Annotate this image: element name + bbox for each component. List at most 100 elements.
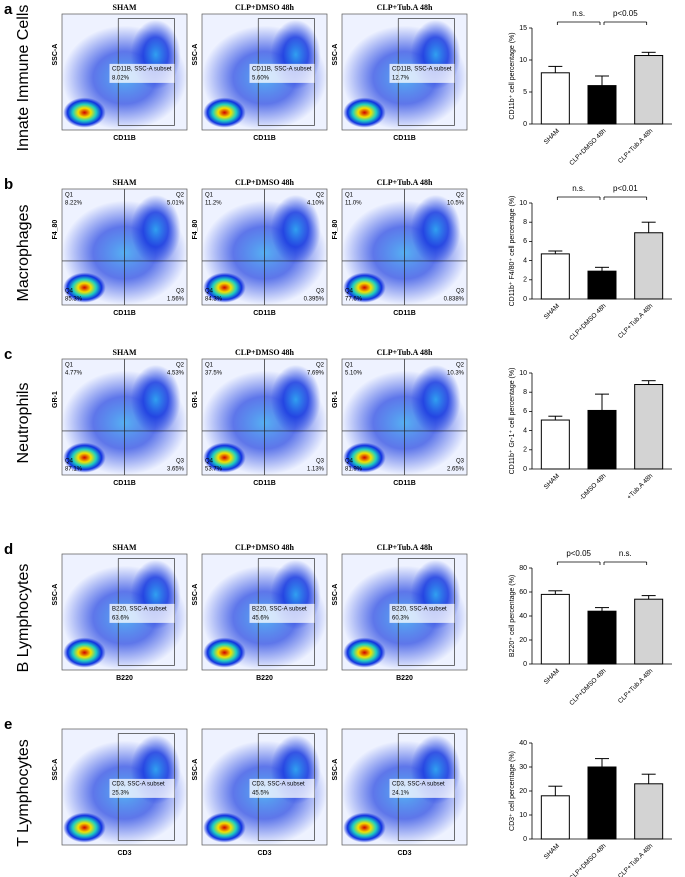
y-axis-label: GR-1 — [52, 391, 59, 408]
gate-value: 45.6% — [252, 615, 270, 621]
density-cloud — [270, 194, 321, 265]
y-tick-label: 40 — [519, 740, 527, 747]
quadrant-value: 11.2% — [205, 201, 222, 207]
quadrant-name: Q3 — [316, 459, 325, 465]
gate-name: CD3, SSC-A subset — [252, 781, 305, 787]
quadrant-name: Q1 — [205, 193, 214, 199]
quadrant-value: 0.838% — [444, 297, 465, 303]
gate-value: 5.60% — [252, 75, 270, 81]
x-axis-label: CD11B — [113, 480, 136, 487]
gate-label-box — [249, 603, 315, 623]
quadrant-name: Q2 — [176, 193, 185, 199]
plot-title: CLP+Tub.A 48h — [377, 178, 433, 187]
density-hotspot — [63, 637, 106, 668]
quadrant-name: Q1 — [345, 363, 354, 369]
x-axis-label: CD11B — [393, 310, 416, 317]
comparison-label: n.s. — [619, 549, 632, 558]
plot-title: SHAM — [113, 543, 137, 552]
density-hotspot — [63, 272, 106, 303]
y-axis-label: F4_80 — [332, 220, 339, 240]
density-hotspot — [63, 812, 106, 843]
y-axis-label: SSC-A — [332, 584, 339, 606]
y-tick-label: 6 — [523, 408, 527, 415]
quadrant-value: 11.0% — [345, 201, 362, 207]
bar — [587, 85, 617, 125]
y-axis-label: CD11b⁺ cell percentage (%) — [509, 32, 516, 119]
y-axis-label: CD11b⁺ Gr-1⁺ cell percentage (%) — [509, 368, 516, 475]
x-tick-label: SHAM — [543, 128, 561, 146]
quadrant-value: 4.53% — [167, 371, 185, 377]
bar — [540, 419, 570, 470]
y-axis-label: SSC-A — [52, 584, 59, 606]
quadrant-value: 2.65% — [447, 467, 465, 473]
y-tick-label: 15 — [519, 25, 527, 32]
gate-value: 12.7% — [392, 75, 410, 81]
gate-name: CD3, SSC-A subset — [392, 781, 445, 787]
quadrant-name: Q1 — [65, 363, 74, 369]
quadrant-name: Q3 — [456, 289, 465, 295]
quadrant-value: 4.10% — [307, 201, 325, 207]
density-hotspot — [343, 442, 386, 473]
gate-label-box — [109, 778, 175, 798]
plot-title: SHAM — [113, 348, 137, 357]
quadrant-value: 8.22% — [65, 201, 83, 207]
y-tick-label: 0 — [523, 296, 527, 303]
plot-title: CLP+Tub.A 48h — [377, 3, 433, 12]
quadrant-value: 5.01% — [167, 201, 185, 207]
quadrant-value: 5.10% — [345, 371, 363, 377]
gate-name: CD11B, SSC-A subset — [252, 66, 312, 72]
x-tick-label: -DMSO 48h — [578, 472, 607, 501]
quadrant-name: Q2 — [316, 193, 325, 199]
x-tick-label: CLP+Tub.A 48h — [617, 842, 655, 877]
y-axis-label: CD11b⁺ F4/80⁺ cell percentage (%) — [509, 196, 516, 307]
quadrant-name: Q3 — [316, 289, 325, 295]
density-hotspot — [343, 97, 386, 128]
quadrant-value: 84.3% — [205, 297, 223, 303]
y-axis-label: SSC-A — [52, 759, 59, 781]
quadrant-value: 0.395% — [304, 297, 325, 303]
density-hotspot — [343, 272, 386, 303]
x-axis-label: CD3 — [257, 850, 271, 857]
plot-title: SHAM — [113, 3, 137, 12]
quadrant-value: 10.3% — [447, 371, 465, 377]
gate-label-box — [389, 63, 455, 83]
gate-value: 45.5% — [252, 790, 270, 796]
panel-letter: d — [4, 541, 13, 558]
density-hotspot — [63, 97, 106, 128]
x-tick-label: CLP+Tub.A 48h — [617, 302, 655, 340]
y-axis-label: GR-1 — [332, 391, 339, 408]
density-cloud — [270, 364, 321, 435]
x-axis-label: CD11B — [253, 480, 276, 487]
x-axis-label: B220 — [256, 675, 273, 682]
bar — [634, 384, 664, 470]
y-tick-label: 20 — [519, 637, 527, 644]
y-tick-label: 2 — [523, 277, 527, 284]
gate-value: 8.02% — [112, 75, 130, 81]
gate-name: CD3, SSC-A subset — [112, 781, 165, 787]
y-axis-label: F4_80 — [192, 220, 199, 240]
x-tick-label: SHAM — [543, 303, 561, 321]
bar — [587, 610, 617, 665]
density-hotspot — [343, 637, 386, 668]
x-tick-label: SHAM — [543, 843, 561, 861]
y-axis-label: SSC-A — [192, 44, 199, 66]
quadrant-name: Q4 — [345, 459, 354, 465]
quadrant-name: Q4 — [65, 289, 74, 295]
quadrant-name: Q2 — [316, 363, 325, 369]
gate-value: 24.1% — [392, 790, 410, 796]
gate-value: 60.3% — [392, 615, 410, 621]
y-tick-label: 30 — [519, 764, 527, 771]
bar — [540, 72, 570, 125]
x-axis-label: CD11B — [113, 310, 136, 317]
quadrant-name: Q4 — [65, 459, 74, 465]
quadrant-name: Q4 — [205, 289, 214, 295]
bar — [634, 55, 664, 125]
y-tick-label: 0 — [523, 121, 527, 128]
y-axis-label: SSC-A — [192, 759, 199, 781]
y-tick-label: 40 — [519, 613, 527, 620]
x-tick-label: CLP+Tub.A 48h — [617, 127, 655, 165]
y-tick-label: 10 — [519, 57, 527, 64]
y-axis-label: B220⁺ cell percentage (%) — [509, 575, 516, 657]
density-hotspot — [203, 812, 246, 843]
gate-label-box — [249, 63, 315, 83]
